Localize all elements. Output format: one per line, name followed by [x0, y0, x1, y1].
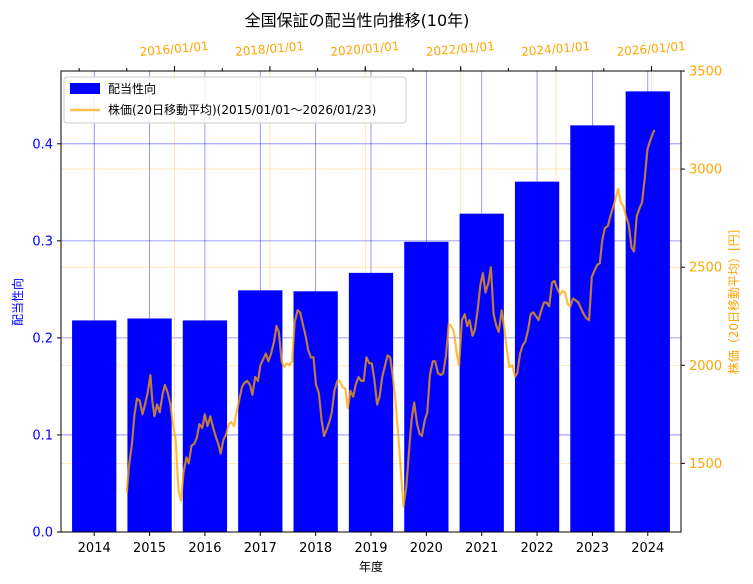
- y2-tick-label: 2000: [689, 359, 722, 374]
- y2-tick-label: 2500: [689, 261, 722, 276]
- bar-2014: [72, 320, 117, 532]
- y2-axis-label: 株価（20日移動平均）[円]: [726, 230, 741, 375]
- bar-2016: [182, 320, 228, 532]
- x-tick-label: 2015: [133, 541, 166, 556]
- dividend-bars: [72, 91, 670, 533]
- bar-2023: [570, 125, 615, 532]
- y-axis-label: 配当性向: [10, 278, 25, 326]
- top-tick-label: 2022/01/01: [425, 39, 495, 59]
- legend-box: [63, 76, 407, 124]
- bar-2024: [625, 91, 670, 533]
- y-tick-label: 0.2: [32, 331, 53, 346]
- x-ticks: 2014 2015 2016 2017 2018 2019 2020 2021 2022 2023…: [78, 532, 664, 556]
- y-tick-label: 0.4: [32, 137, 53, 152]
- price-line-shadow: [126, 129, 655, 507]
- top-tick-label: 2016/01/01: [139, 39, 209, 59]
- top-tick-label: 2018/01/01: [235, 39, 305, 59]
- x-tick-label: 2019: [354, 541, 387, 556]
- secondary-y-ticks: 1500 2000 2500 3000 3500: [681, 65, 722, 472]
- x-tick-label: 2021: [465, 541, 498, 556]
- bar-2020: [404, 241, 449, 533]
- price-line: [125, 129, 656, 508]
- top-date-ticks: 2016/01/01 2018/01/01 2020/01/01 2022/01/01…: [78, 39, 686, 71]
- top-tick-label: 2026/01/01: [616, 39, 686, 59]
- legend: 配当性向 株価(20日移動平均)(2015/01/01～2026/01/23): [63, 76, 407, 124]
- y2-tick-label: 3000: [689, 163, 722, 178]
- y2-tick-label: 3500: [689, 65, 722, 80]
- chart-title: 全国保証の配当性向推移(10年): [245, 11, 470, 30]
- legend-bar-label: 配当性向: [108, 81, 156, 96]
- y-tick-label: 0.0: [32, 526, 53, 541]
- x-tick-label: 2017: [244, 541, 277, 556]
- x-tick-label: 2024: [631, 541, 664, 556]
- x-tick-label: 2023: [576, 541, 609, 556]
- x-tick-label: 2022: [521, 541, 554, 556]
- top-tick-label: 2024/01/01: [521, 39, 591, 59]
- bar-2022: [514, 181, 560, 532]
- legend-bar-swatch: [70, 83, 100, 94]
- bar-2021: [459, 213, 504, 533]
- bar-2015: [127, 318, 172, 532]
- y-tick-label: 0.1: [32, 428, 53, 443]
- primary-y-ticks: 0.0 0.1 0.2 0.3 0.4: [32, 137, 61, 541]
- y-tick-label: 0.3: [32, 234, 53, 249]
- x-tick-label: 2014: [78, 541, 111, 556]
- top-tick-label: 2020/01/01: [330, 39, 400, 59]
- y2-tick-label: 1500: [689, 457, 722, 472]
- x-tick-label: 2016: [188, 541, 221, 556]
- bar-2019: [348, 272, 394, 532]
- x-tick-label: 2020: [410, 541, 443, 556]
- x-tick-label: 2018: [299, 541, 332, 556]
- x-axis-label: 年度: [359, 559, 383, 574]
- legend-line-label: 株価(20日移動平均)(2015/01/01～2026/01/23): [108, 102, 376, 117]
- bar-2018: [293, 291, 338, 532]
